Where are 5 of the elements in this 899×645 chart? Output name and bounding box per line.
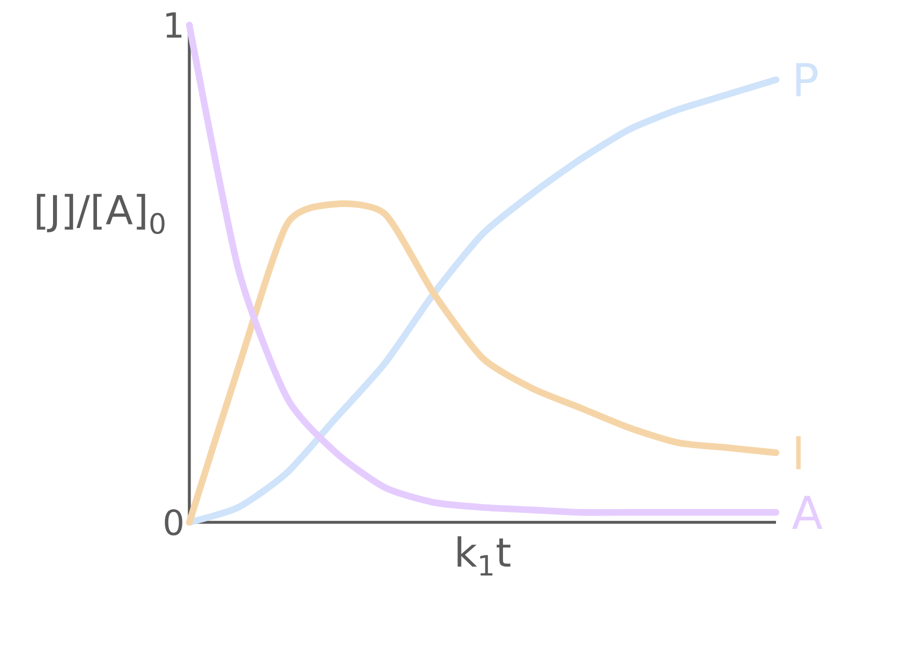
series-label: I	[796, 436, 801, 470]
x-axis-title: k$_{1}$t	[458, 536, 510, 576]
y-tick-label: 1	[166, 12, 182, 38]
y-axis-title: [J]/[A]$_{0}$	[36, 194, 165, 234]
y-tick-label: 0	[164, 509, 182, 536]
